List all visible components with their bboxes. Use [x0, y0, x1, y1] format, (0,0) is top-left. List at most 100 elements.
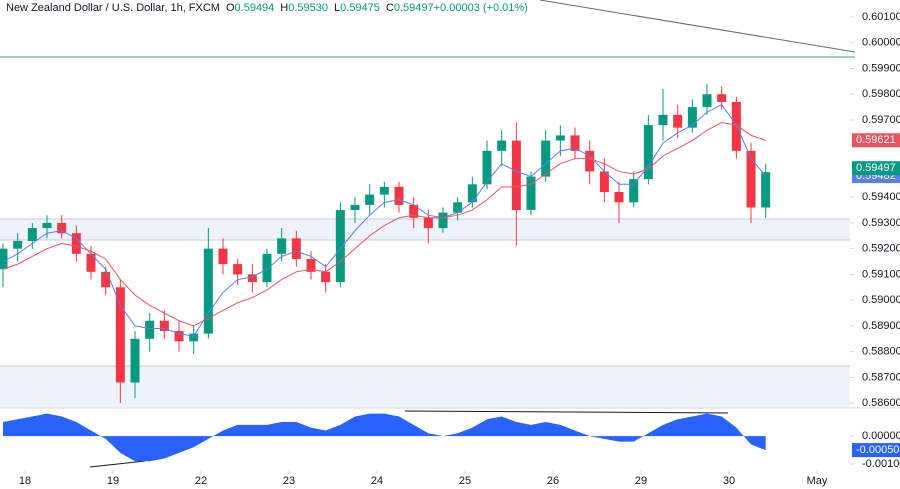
trend-line	[539, 0, 856, 53]
candle-body	[218, 248, 228, 265]
candle-body	[570, 135, 580, 151]
candle-body	[42, 222, 52, 229]
x-tick-label: 19	[107, 475, 119, 487]
candle-body	[482, 150, 492, 185]
price-tag-label: -0.00050	[856, 444, 899, 456]
y-tick-label: 0.58700	[862, 371, 900, 383]
moving-average	[2, 103, 767, 337]
candle-body	[203, 248, 213, 334]
candle-body	[585, 150, 595, 172]
y-tick-label: 0.60100	[862, 11, 900, 23]
y-tick-label: 0.58900	[862, 320, 900, 332]
header-label: O	[226, 2, 235, 14]
candle-body	[262, 253, 272, 283]
candle-body	[409, 204, 419, 218]
y-tick-label: 0.58600	[862, 397, 900, 409]
candle-body	[321, 271, 331, 283]
candle-body	[86, 253, 96, 272]
candle-body	[335, 210, 345, 283]
candle-body	[27, 228, 37, 241]
y-tick-label: 0.58800	[862, 346, 900, 358]
y-tick-label: 0.60000	[862, 37, 900, 49]
header: New Zealand Dollar / U.S. Dollar, 1h, FX…	[6, 2, 528, 14]
y-tick-label: 0.59100	[862, 268, 900, 280]
candle-body	[0, 248, 8, 270]
y-tick-label: 0.59200	[862, 243, 900, 255]
x-tick-label: 22	[195, 475, 207, 487]
plot: 0.60100 0.60000 0.59900 0.59800 0.59700 0.594…	[0, 11, 900, 487]
candle-body	[350, 204, 360, 211]
header-title: New Zealand Dollar / U.S. Dollar, 1h, FX…	[6, 2, 220, 14]
candle-body	[438, 212, 448, 229]
candle-body	[614, 192, 624, 203]
candle-body	[761, 172, 771, 208]
candle-body	[247, 274, 257, 283]
candle-body	[629, 179, 639, 203]
candle-body	[555, 135, 565, 141]
x-tick-label: 26	[547, 475, 559, 487]
candle-body	[702, 94, 712, 108]
candle-body	[423, 217, 433, 229]
candle-body	[159, 320, 169, 332]
y-tick-label: 0.59700	[862, 114, 900, 126]
trend-line	[89, 460, 146, 468]
candle-body	[130, 338, 140, 383]
header-value: +0.00003 (+0.01%)	[434, 2, 528, 14]
candle-body	[643, 125, 653, 180]
moving-average	[2, 122, 766, 327]
candle-body	[379, 186, 389, 195]
candle-body	[115, 287, 125, 383]
price-tag	[852, 133, 900, 148]
header-value: 0.59497	[394, 2, 434, 14]
y2-tick-label: -0.00100	[862, 458, 900, 470]
y2-tick-label: 0.00000	[862, 430, 900, 442]
candle-body	[599, 171, 609, 193]
x-tick-label: 30	[723, 475, 735, 487]
candle-body	[277, 238, 287, 254]
price-tag-label: 0.59497	[856, 162, 896, 174]
price-tag	[852, 443, 900, 458]
candle-body	[541, 140, 551, 177]
candle-body	[673, 114, 683, 128]
zone	[0, 366, 850, 407]
candle-body	[365, 194, 375, 205]
candle-body	[71, 233, 81, 254]
candle-body	[233, 264, 243, 275]
candle-body	[189, 333, 199, 342]
candle-body	[687, 107, 697, 128]
candle-body	[394, 186, 404, 205]
candle-body	[717, 94, 727, 102]
candle-body	[746, 150, 756, 208]
candle-body	[511, 140, 521, 211]
header-value: 0.59494	[235, 2, 275, 14]
y-tick-label: 0.59300	[862, 217, 900, 229]
header-value: 0.59530	[288, 2, 328, 14]
header-label: C	[386, 2, 394, 14]
x-tick-label: 23	[283, 475, 295, 487]
candle-body	[658, 114, 668, 126]
header-label: L	[334, 2, 340, 14]
candle-body	[453, 202, 463, 213]
candle-body	[145, 320, 155, 339]
candle-body	[467, 184, 477, 203]
x-tick-label: May	[807, 475, 828, 487]
candle-body	[174, 331, 184, 342]
candle-body	[731, 101, 741, 151]
candle-body	[57, 222, 67, 234]
candle-body	[497, 140, 507, 151]
oscillator-area	[2, 413, 766, 462]
zone	[0, 219, 850, 240]
x-tick-label: 25	[459, 475, 471, 487]
trend-line	[404, 410, 729, 414]
header-value: 0.59475	[340, 2, 380, 14]
header-label: H	[280, 2, 288, 14]
candle-body	[526, 176, 536, 211]
y-tick-label: 0.59900	[862, 62, 900, 74]
price-tag	[852, 161, 900, 176]
price-tag-label: 0.59621	[856, 134, 896, 146]
candle-body	[306, 258, 316, 272]
candle-body	[291, 238, 301, 259]
x-tick-label: 24	[371, 475, 383, 487]
